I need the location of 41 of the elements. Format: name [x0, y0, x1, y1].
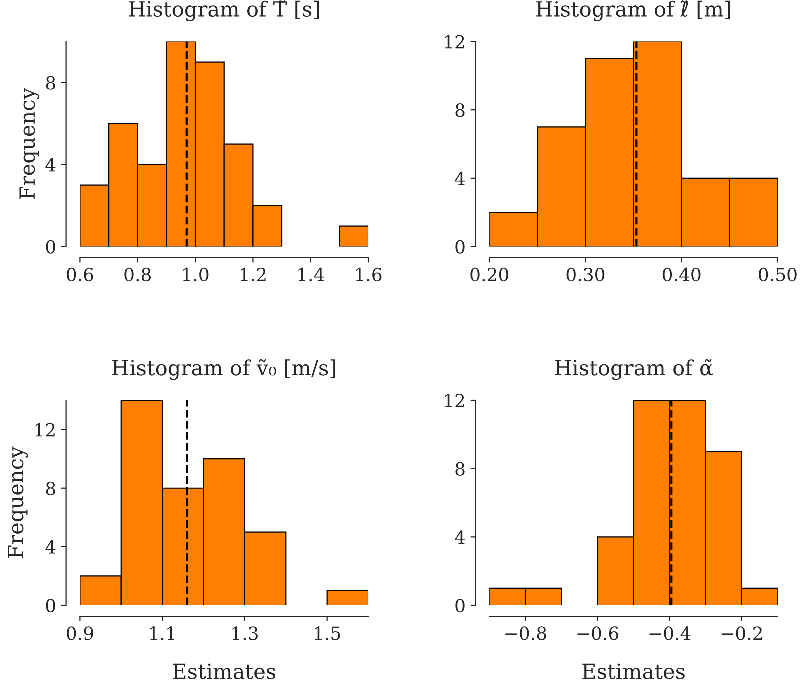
y-tick-label: 4 [46, 158, 56, 172]
x-tick-label: 1.6 [356, 268, 382, 282]
y-axis-title: Frequency [8, 446, 28, 558]
x-tick-label: 1.2 [241, 268, 266, 282]
chart-title: Histogram of ℓ̃ [m] [536, 0, 730, 22]
x-tick-label: 0.20 [470, 268, 509, 282]
y-tick-label: 8 [456, 104, 465, 118]
y-tick-label: 4 [455, 172, 466, 186]
chart-title: Histogram of T̃ [s] [129, 0, 320, 22]
x-tick-label: 0.6 [67, 268, 94, 282]
y-tick-label: 12 [445, 35, 464, 49]
x-tick-label: −0.6 [578, 626, 619, 640]
y-tick-label: 0 [456, 598, 465, 613]
y-tick-label: 4 [455, 530, 466, 544]
x-tick-label: 0.8 [124, 268, 152, 282]
y-tick-label: 0 [46, 240, 56, 254]
x-tick-label: 1.3 [232, 626, 258, 640]
y-tick-label: 12 [445, 394, 464, 408]
x-tick-label: 0.30 [566, 268, 605, 282]
x-tick-label: 1.0 [183, 268, 209, 282]
chart-title: Histogram of α̃ [555, 359, 713, 380]
x-tick-label: 0.50 [759, 268, 797, 282]
x-axis-title: Estimates [582, 664, 685, 680]
y-tick-label: 8 [456, 462, 465, 476]
chart-title: Histogram of ṽ₀ [m/s] [112, 359, 336, 380]
y-tick-label: 8 [46, 76, 56, 90]
x-axis-title: Estimates [173, 664, 276, 680]
y-tick-label: 12 [36, 423, 55, 437]
y-axis-title: Frequency [20, 88, 40, 200]
y-tick-label: 4 [46, 540, 56, 554]
x-tick-label: 1.5 [315, 626, 340, 640]
y-tick-label: 0 [46, 598, 56, 613]
x-tick-label: −0.8 [506, 626, 546, 640]
x-tick-label: −0.2 [722, 626, 762, 640]
y-tick-label: 0 [456, 240, 465, 254]
x-tick-label: 0.40 [662, 268, 701, 282]
x-tick-label: −0.4 [650, 626, 691, 640]
x-tick-label: 1.1 [150, 626, 174, 640]
x-tick-label: 1.4 [298, 268, 324, 282]
y-tick-label: 8 [46, 482, 56, 496]
x-tick-label: 0.9 [67, 626, 94, 640]
